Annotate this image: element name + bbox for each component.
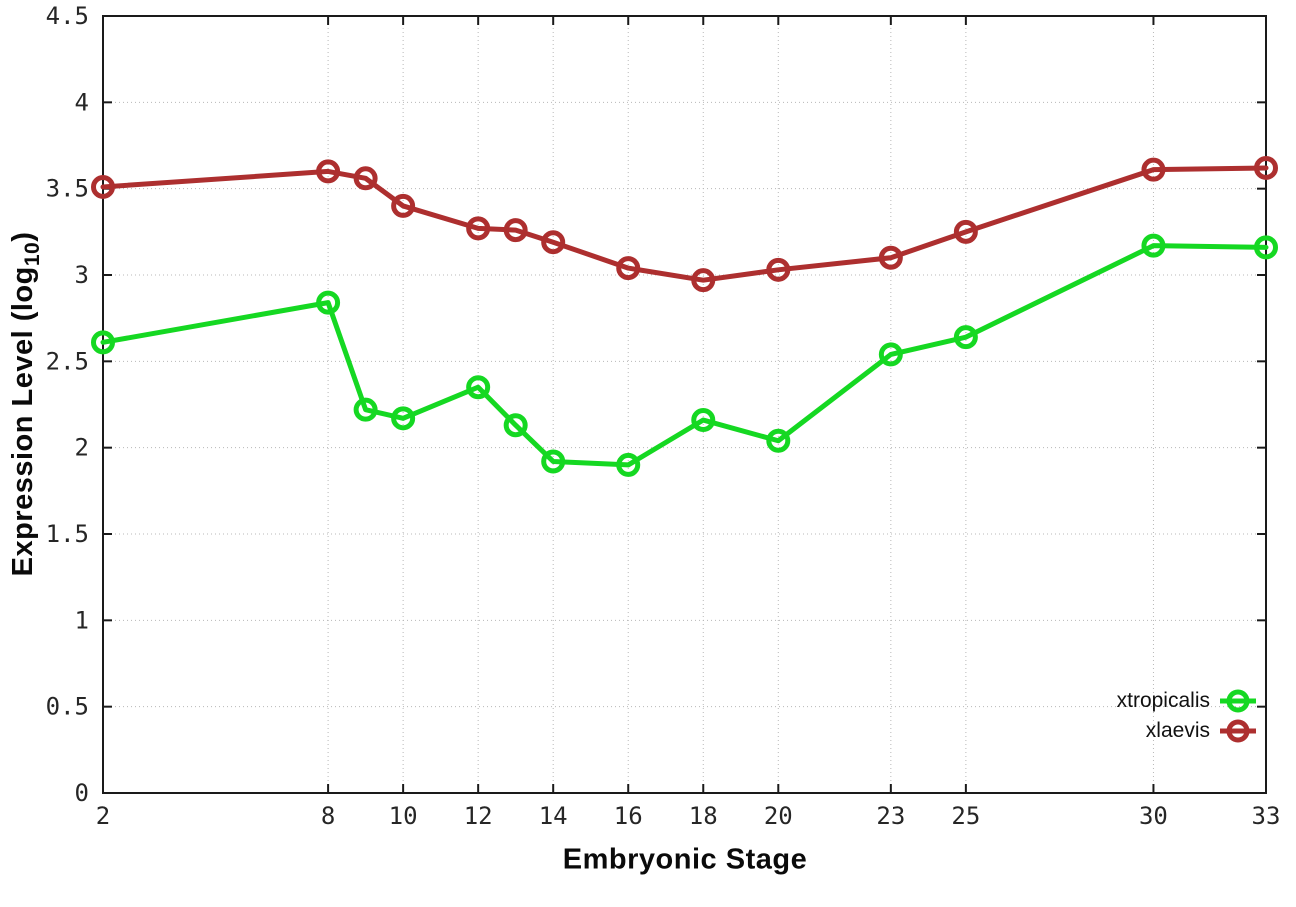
y-tick-label: 4 bbox=[75, 88, 89, 116]
series-xlaevis-marker bbox=[353, 166, 378, 191]
y-tick-label: 1 bbox=[75, 606, 89, 634]
y-tick-label: 2 bbox=[75, 434, 89, 462]
y-tick-label: 3 bbox=[75, 261, 89, 289]
y-tick-label: 1.5 bbox=[46, 520, 89, 548]
y-axis-title-text: Expression Level (log bbox=[7, 266, 39, 577]
series-xlaevis-marker bbox=[616, 256, 641, 281]
legend-label-xtropicalis: xtropicalis bbox=[1116, 689, 1210, 712]
x-tick-label: 2 bbox=[96, 802, 110, 830]
y-tick-label: 0 bbox=[75, 779, 89, 807]
series-xlaevis-marker bbox=[1141, 157, 1166, 182]
series-xtropicalis-marker bbox=[1254, 235, 1278, 260]
series-xlaevis-marker bbox=[391, 193, 416, 218]
series-xlaevis-marker bbox=[541, 230, 566, 255]
y-axis-title-suffix: ) bbox=[7, 231, 39, 242]
series-xtropicalis-marker bbox=[541, 449, 566, 474]
series-xlaevis-marker bbox=[503, 218, 528, 243]
series-xtropicalis-marker bbox=[316, 290, 341, 315]
legend-label-xlaevis: xlaevis bbox=[1145, 719, 1210, 742]
series-xlaevis-marker bbox=[878, 245, 903, 270]
legend-marker-xlaevis-icon bbox=[1220, 719, 1256, 743]
series-xtropicalis-marker bbox=[616, 452, 641, 477]
x-axis-title: Embryonic Stage bbox=[562, 843, 808, 876]
y-tick-label: 4.5 bbox=[46, 2, 89, 30]
series-xtropicalis-marker bbox=[766, 428, 791, 453]
plot-border bbox=[102, 15, 1267, 794]
series-xtropicalis-marker bbox=[1141, 233, 1166, 258]
y-axis-title-subscript: 10 bbox=[21, 241, 44, 267]
x-tick-label: 12 bbox=[464, 802, 493, 830]
y-axis-title: Expression Level (log10) bbox=[7, 232, 45, 577]
series-xtropicalis-marker bbox=[391, 406, 416, 431]
series-xlaevis-marker bbox=[316, 159, 341, 184]
series-xtropicalis-marker bbox=[466, 375, 491, 400]
series-xlaevis-marker bbox=[91, 174, 115, 199]
y-tick-label: 3.5 bbox=[46, 175, 89, 203]
series-xtropicalis-line bbox=[100, 243, 1269, 468]
x-tick-label: 16 bbox=[614, 802, 643, 830]
legend-item-xlaevis: xlaevis bbox=[1117, 716, 1256, 746]
x-tick-label: 30 bbox=[1139, 802, 1168, 830]
series-xlaevis-marker bbox=[953, 219, 978, 244]
series-xtropicalis-marker bbox=[691, 408, 716, 433]
x-tick-label: 18 bbox=[689, 802, 718, 830]
series-xlaevis-marker bbox=[766, 257, 791, 282]
series-xtropicalis-marker bbox=[953, 325, 978, 350]
series-xlaevis-marker bbox=[466, 216, 491, 241]
x-tick-label: 10 bbox=[389, 802, 418, 830]
x-tick-label: 23 bbox=[876, 802, 905, 830]
series-xlaevis-marker bbox=[691, 268, 716, 293]
legend-item-xtropicalis: xtropicalis bbox=[1117, 686, 1256, 716]
x-tick-label: 8 bbox=[321, 802, 335, 830]
series-xtropicalis-marker bbox=[353, 397, 378, 422]
series-xtropicalis-marker bbox=[91, 330, 115, 355]
x-tick-label: 33 bbox=[1252, 802, 1281, 830]
series-xtropicalis-marker bbox=[503, 413, 528, 438]
series-xlaevis-marker bbox=[1254, 155, 1278, 180]
legend-marker-xtropicalis-icon bbox=[1220, 689, 1256, 713]
y-tick-label: 2.5 bbox=[46, 347, 89, 375]
x-tick-label: 25 bbox=[951, 802, 980, 830]
legend: xtropicalis xlaevis bbox=[1117, 686, 1256, 746]
y-tick-label: 0.5 bbox=[46, 693, 89, 721]
series-xlaevis-line bbox=[100, 165, 1269, 283]
series-xtropicalis-marker bbox=[878, 342, 903, 367]
x-tick-label: 14 bbox=[539, 802, 568, 830]
x-tick-label: 20 bbox=[764, 802, 793, 830]
